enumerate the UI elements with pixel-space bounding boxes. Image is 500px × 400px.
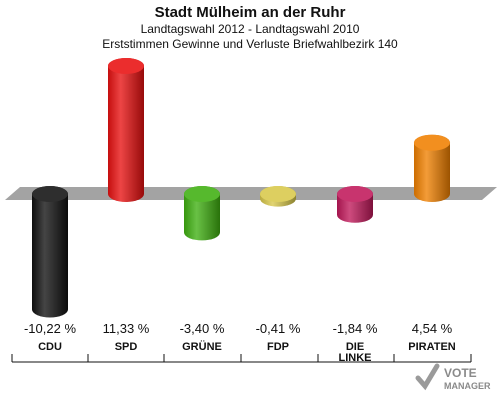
logo-line-2: MANAGER — [444, 381, 491, 391]
chart-subtitle-1: Landtagswahl 2012 - Landtagswahl 2010 — [140, 22, 360, 36]
value-label: 4,54 % — [412, 321, 453, 336]
value-label: -3,40 % — [180, 321, 225, 336]
votemanager-logo: VOTE MANAGER — [415, 363, 491, 391]
value-label: -0,41 % — [256, 321, 301, 336]
bar-cap — [184, 186, 220, 202]
checkmark-icon — [415, 363, 440, 391]
bar-grüne — [184, 186, 220, 241]
bar-body — [32, 186, 68, 318]
bar-body — [414, 134, 450, 202]
category-label: PIRATEN — [408, 341, 456, 353]
bar-cap — [32, 186, 68, 202]
value-label: -1,84 % — [333, 321, 378, 336]
chart-subtitle-2: Erststimmen Gewinne und Verluste Briefwa… — [102, 37, 398, 51]
bar-cdu — [32, 186, 68, 318]
bar-fdp — [260, 186, 296, 207]
category-label: FDP — [267, 341, 289, 353]
category-axis — [11, 354, 472, 363]
logo-line-1: VOTE — [444, 366, 477, 380]
category-label: GRÜNE — [182, 340, 222, 353]
bar-cap — [108, 57, 144, 74]
bar-piraten — [414, 134, 450, 202]
bar-cap — [337, 186, 373, 202]
bar-body — [108, 57, 144, 202]
category-label: CDU — [38, 341, 62, 353]
bar-cap — [260, 186, 296, 202]
value-label: -10,22 % — [24, 321, 76, 336]
value-label: 11,33 % — [103, 321, 150, 336]
chart-header: Stadt Mülheim an der Ruhr Landtagswahl 2… — [0, 4, 500, 52]
category-label: DIE LINKE — [339, 341, 372, 364]
bar-spd — [108, 57, 144, 202]
bar-cap — [414, 134, 450, 151]
category-label: SPD — [115, 341, 138, 353]
chart-title: Stadt Mülheim an der Ruhr — [154, 4, 346, 21]
bar-die-linke — [337, 186, 373, 223]
